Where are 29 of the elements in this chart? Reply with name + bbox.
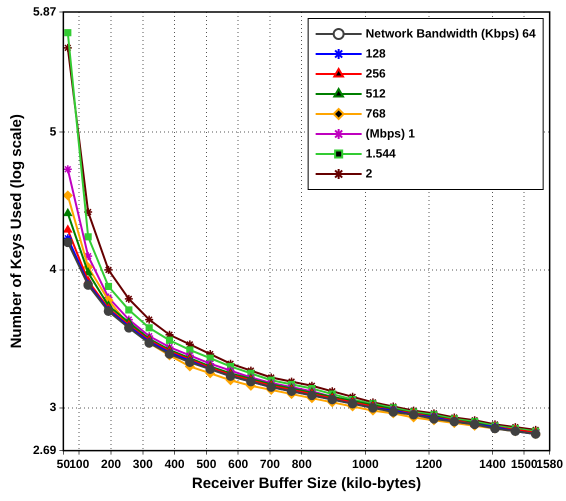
y-tick-label: 3 <box>50 400 57 414</box>
y-tick-label: 5.87 <box>32 4 57 18</box>
x-tick-label: 500 <box>196 457 217 472</box>
y-tick-label: 4 <box>50 262 57 276</box>
x-axis-title: Receiver Buffer Size (kilo-bytes) <box>192 475 422 492</box>
x-tick-label: 1000 <box>352 457 379 472</box>
x-tick-label: 300 <box>132 457 154 472</box>
x-tick-label: 1400 <box>479 457 506 472</box>
y-tick-label: 5 <box>50 124 57 138</box>
x-tick-label: 1200 <box>416 457 443 472</box>
legend-label: 512 <box>366 86 386 100</box>
legend-label: 2 <box>366 166 373 180</box>
x-tick-label: 800 <box>292 457 312 472</box>
y-tick-label: 2.69 <box>32 442 57 457</box>
y-axis-title: Number of Keys Used (log scale) <box>8 114 26 348</box>
legend-label: 128 <box>366 46 386 60</box>
x-tick-label: 700 <box>260 457 280 472</box>
legend-label: Network Bandwidth (Kbps) 64 <box>366 26 536 40</box>
x-tick-label: 600 <box>228 457 248 472</box>
x-tick-label: 400 <box>164 457 185 472</box>
x-tick-label: 1500 <box>510 457 538 472</box>
x-tick-label: 50 <box>56 457 70 472</box>
legend-label: 768 <box>366 106 386 120</box>
x-tick-label: 200 <box>101 457 122 472</box>
x-tick-label: 100 <box>69 457 90 472</box>
x-tick-label: 1580 <box>536 457 564 472</box>
legend-label: (Mbps) 1 <box>366 126 416 140</box>
legend-label: 1.544 <box>366 146 396 160</box>
legend-label: 256 <box>366 66 386 80</box>
